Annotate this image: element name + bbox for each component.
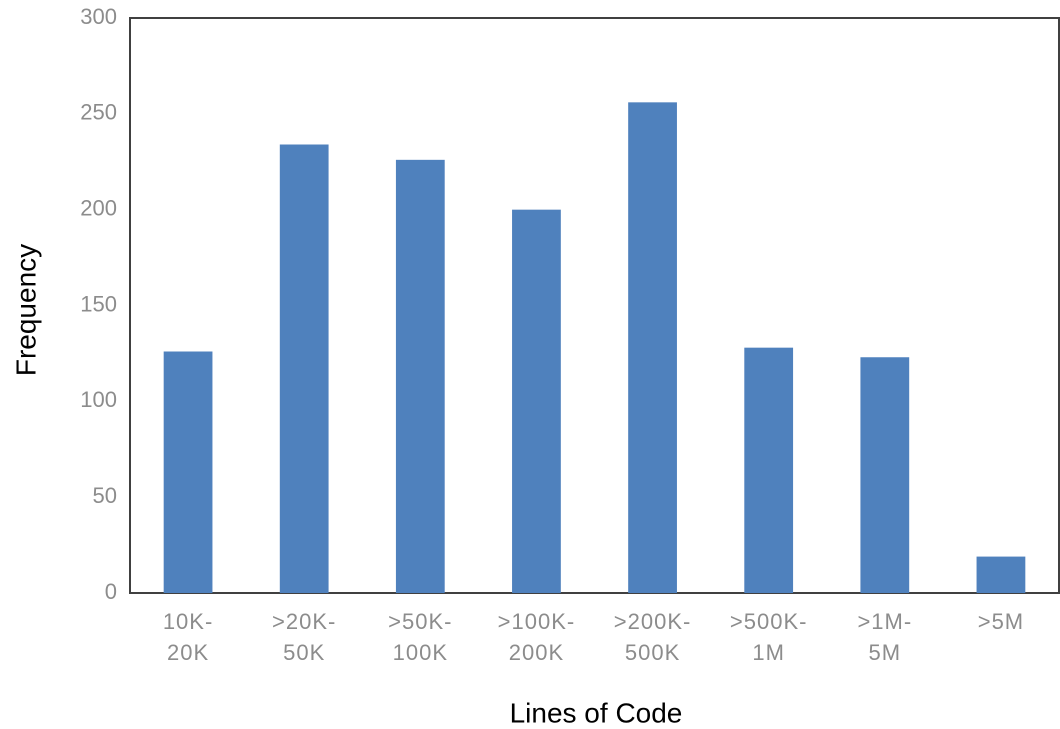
x-tick-label: >50K-100K	[388, 609, 453, 665]
y-tick-label: 150	[80, 291, 117, 316]
x-tick-label: >1M-5M	[857, 609, 913, 665]
y-tick-label: 100	[80, 387, 117, 412]
x-tick-label: >200K-500K	[613, 609, 692, 665]
x-tick-label: >500K-1M	[729, 609, 808, 665]
bar	[395, 159, 445, 594]
x-tick-label: 10K-20K	[162, 609, 214, 665]
bar	[860, 357, 910, 593]
plot-frame	[129, 17, 1060, 594]
bar	[976, 556, 1026, 593]
bar	[744, 347, 794, 593]
y-tick-label: 0	[105, 579, 117, 604]
x-axis-title: Lines of Code	[510, 697, 683, 728]
y-tick-label: 200	[80, 195, 117, 220]
y-tick-label: 50	[93, 483, 117, 508]
x-tick-label: >20K-50K	[272, 609, 337, 665]
y-tick-label: 250	[80, 100, 117, 125]
bar	[163, 351, 213, 593]
bar	[628, 102, 677, 593]
x-tick-label: >5M	[977, 609, 1025, 634]
y-tick-label: 300	[80, 4, 117, 29]
bar	[279, 144, 329, 593]
x-tick-label: >100K-200K	[497, 609, 576, 665]
bar	[512, 209, 561, 593]
y-axis-title: Frequency	[10, 244, 41, 376]
